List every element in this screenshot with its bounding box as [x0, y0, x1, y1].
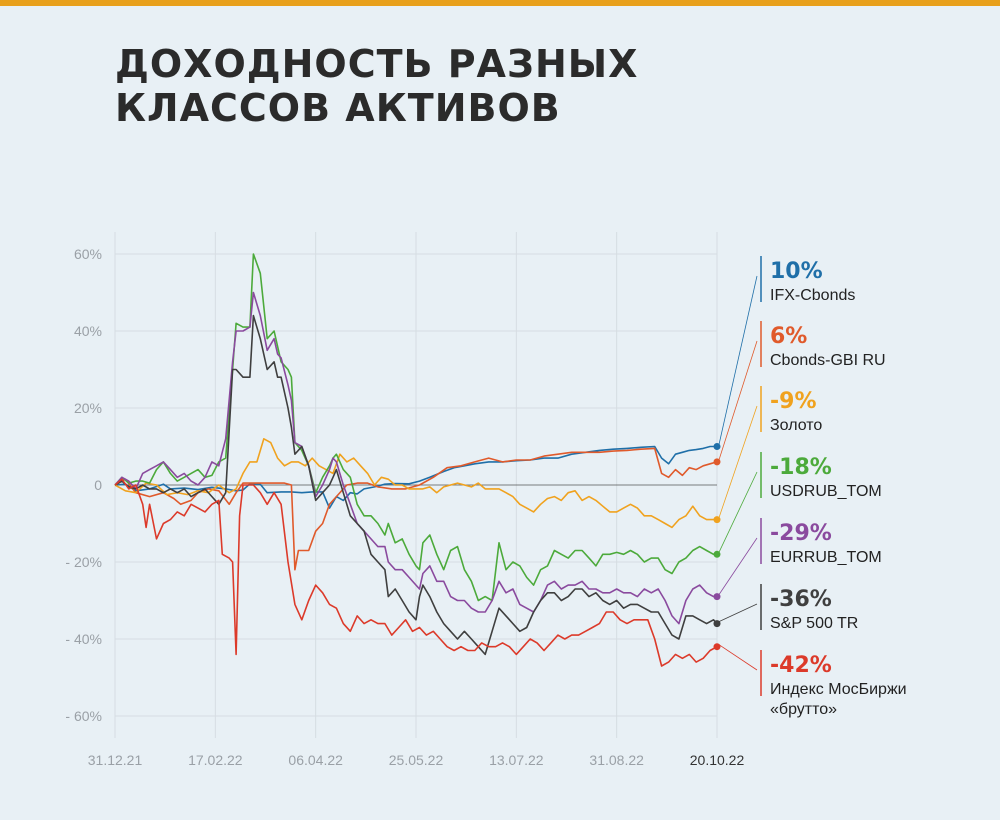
- legend-item: -29% EURRUB_TOM: [718, 518, 882, 595]
- legend-value: 10%: [770, 259, 823, 284]
- x-tick-label: 13.07.22: [489, 752, 544, 768]
- legend-connector: [718, 644, 758, 671]
- y-tick-label: - 20%: [65, 554, 102, 570]
- top-accent-bar: [0, 0, 1000, 6]
- x-axis-ticks: 31.12.21 17.02.22 06.04.22 25.05.22 13.07.22…: [88, 752, 745, 768]
- series-line: [114, 314, 718, 656]
- y-tick-label: 0: [94, 477, 102, 493]
- legend-name: S&P 500 TR: [770, 615, 858, 632]
- series-end-dot: [713, 593, 721, 601]
- legend-connector: [718, 405, 758, 518]
- series-line: [114, 253, 717, 602]
- x-tick-label: 17.02.22: [188, 752, 243, 768]
- y-tick-label: 20%: [74, 400, 102, 416]
- legend-value: -18%: [770, 455, 832, 480]
- series-end-dot: [713, 516, 721, 524]
- series-line: [114, 291, 717, 625]
- x-tick-label: 20.10.22: [690, 752, 745, 768]
- legend-name: Индекс МосБиржи «брутто»: [770, 681, 907, 718]
- y-axis-ticks: 60% 40% 20% 0 - 20% - 40% - 60%: [65, 246, 102, 724]
- series-end-dot: [713, 620, 721, 628]
- legend-name: IFX-Cbonds: [770, 287, 855, 304]
- legend-item: -36% S&P 500 TR: [718, 584, 858, 632]
- series-line: [114, 447, 718, 571]
- legend-connector: [718, 275, 758, 445]
- series-end-dot: [713, 550, 721, 558]
- legend-name: USDRUB_TOM: [770, 483, 882, 500]
- series-lines: [114, 253, 721, 667]
- legend-item: -42% Индекс МосБиржи «брутто»: [718, 644, 907, 718]
- x-tick-label: 31.08.22: [589, 752, 644, 768]
- series-line: [114, 478, 718, 667]
- series-end-dot: [713, 643, 721, 651]
- title-line-2: КЛАССОВ АКТИВОВ: [115, 86, 561, 130]
- legend-value: 6%: [770, 324, 807, 349]
- legend-name-line: «брутто»: [770, 701, 837, 718]
- legend-item: 6% Cbonds-GBI RU: [718, 321, 886, 461]
- legend-value: -9%: [770, 389, 816, 414]
- x-tick-label: 06.04.22: [288, 752, 343, 768]
- x-tick-label: 25.05.22: [389, 752, 444, 768]
- y-tick-label: 40%: [74, 323, 102, 339]
- legend-item: -9% Золото: [718, 386, 822, 518]
- legend-value: -42%: [770, 653, 832, 678]
- legend-value: -29%: [770, 521, 832, 546]
- legend-name-line: Индекс МосБиржи: [770, 681, 907, 698]
- legend-connector: [718, 340, 758, 461]
- legend-item: -18% USDRUB_TOM: [718, 452, 882, 553]
- legend-name: Золото: [770, 417, 822, 434]
- legend-value: -36%: [770, 587, 832, 612]
- y-tick-label: - 60%: [65, 708, 102, 724]
- x-tick-label: 31.12.21: [88, 752, 143, 768]
- series-end-dot: [713, 458, 721, 466]
- series-line: [114, 445, 717, 509]
- legend-name: EURRUB_TOM: [770, 549, 882, 566]
- page-title: ДОХОДНОСТЬ РАЗНЫХ КЛАССОВ АКТИВОВ: [115, 42, 638, 130]
- legend-item: 10% IFX-Cbonds: [718, 256, 855, 445]
- legend-name: Cbonds-GBI RU: [770, 352, 886, 369]
- legend-connector: [718, 471, 758, 553]
- y-tick-label: - 40%: [65, 631, 102, 647]
- y-tick-label: 60%: [74, 246, 102, 262]
- legend: 10% IFX-Cbonds 6% Cbonds-GBI RU -9% Золото -18…: [718, 256, 907, 718]
- title-line-1: ДОХОДНОСТЬ РАЗНЫХ: [115, 42, 639, 86]
- series-line: [114, 438, 717, 529]
- legend-connector: [718, 537, 758, 595]
- series-end-dot: [713, 443, 721, 450]
- legend-connector: [718, 603, 758, 622]
